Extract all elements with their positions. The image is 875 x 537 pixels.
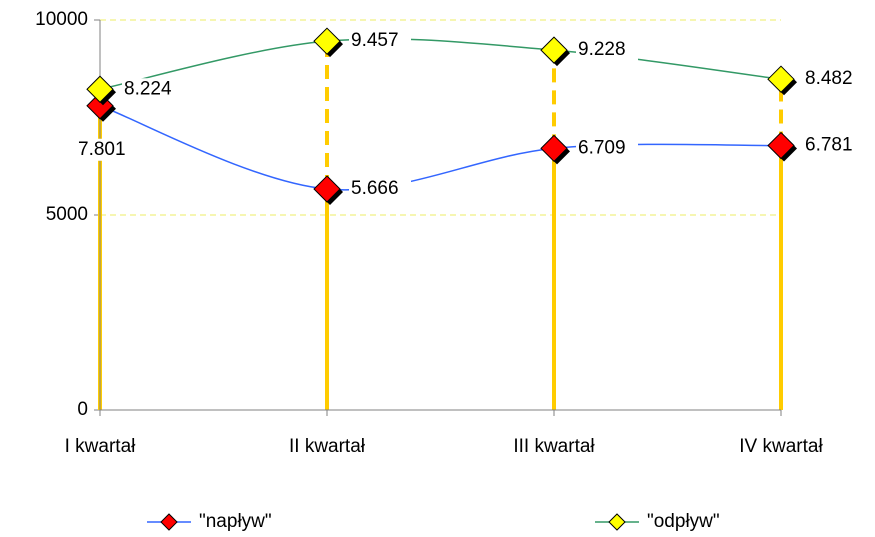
- y-tick-label: 5000: [46, 204, 88, 225]
- label-background: [349, 30, 411, 53]
- label-background: [576, 39, 638, 62]
- legend-label: "napływ": [199, 511, 272, 532]
- label-background: [803, 68, 865, 91]
- label-background: [122, 78, 184, 101]
- marker: [767, 65, 795, 93]
- x-tick-label: I kwartał: [65, 436, 137, 457]
- data-label: 7.801: [78, 139, 126, 160]
- label-background: [803, 134, 865, 157]
- x-tick-label: III kwartał: [513, 436, 595, 457]
- marker: [86, 75, 114, 103]
- label-background: [76, 138, 138, 161]
- legend-marker: [160, 513, 178, 531]
- marker: [313, 175, 341, 203]
- data-label: 6.781: [805, 135, 853, 156]
- data-label: 8.224: [124, 78, 172, 99]
- data-label: 5.666: [351, 178, 399, 199]
- marker: [540, 134, 568, 163]
- x-tick-label: II kwartał: [289, 436, 366, 457]
- legend-label: "odpływ": [647, 511, 720, 532]
- marker: [540, 36, 568, 64]
- series-line: [99, 38, 782, 90]
- marker: [313, 27, 341, 55]
- marker: [767, 131, 795, 160]
- label-background: [576, 137, 638, 160]
- y-tick-label: 10000: [35, 9, 88, 30]
- data-label: 9.457: [351, 30, 399, 51]
- x-tick-label: IV kwartał: [739, 436, 823, 457]
- y-tick-label: 0: [77, 399, 88, 420]
- data-label: 8.482: [805, 68, 853, 89]
- data-label: 6.709: [578, 137, 626, 158]
- legend-marker: [608, 513, 626, 531]
- label-background: [349, 178, 411, 201]
- series-line: [99, 105, 782, 191]
- data-label: 9.228: [578, 39, 626, 60]
